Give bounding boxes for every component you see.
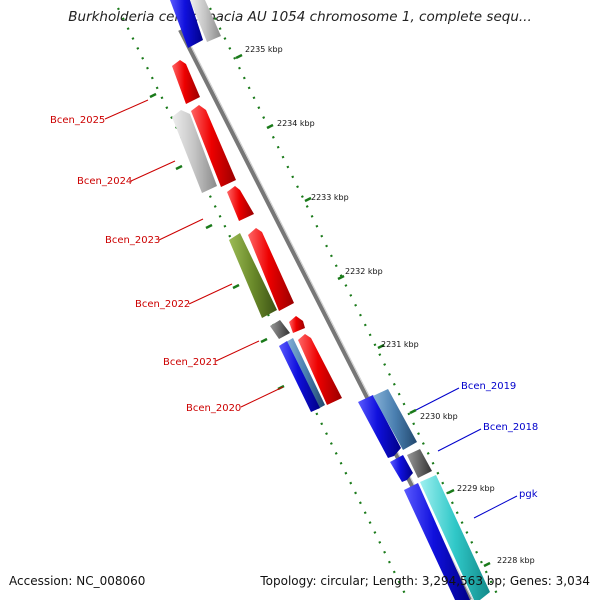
gene-bar-pgk-blue [404,483,470,600]
tick-label: 2228 kbp [497,556,535,565]
gene-label-bcen2022[interactable]: Bcen_2022 [135,299,190,310]
gene-label-pgk[interactable]: pgk [519,489,538,500]
gene-bar-bcen2018-dark [407,449,432,478]
gene-label-bcen2020[interactable]: Bcen_2020 [186,403,241,414]
gene-bar-bcen2021-red [289,316,305,333]
tick-label: 2235 kbp [245,45,283,54]
gene-bar-top-gray [190,0,221,42]
gene-bar-bcen2020-blue [279,341,320,412]
major-tick-marks [149,53,491,568]
gene-bar-bcen2019-blue [358,395,401,458]
gene-bar-bcen2022-red [248,228,294,311]
gene-bar-bcen2024-gray [172,110,217,193]
gene-labels: Bcen_2025 Bcen_2024 Bcen_2023 Bcen_2022 … [50,115,538,500]
tick-label: 2234 kbp [277,119,315,128]
tick-label: 2230 kbp [420,412,458,421]
forward-strand-genes [358,389,490,600]
gene-label-bcen2021[interactable]: Bcen_2021 [163,357,218,368]
dotted-guide-right [209,7,501,600]
gene-leader-lines [104,99,518,519]
reverse-strand-genes [170,0,342,412]
genome-stats-text: Topology: circular; Length: 3,294,563 bp… [260,574,590,588]
tick-label: 2229 kbp [457,484,495,493]
gene-bar-bcen2021-dark [270,320,290,339]
kbp-tick-labels: 2235 kbp 2234 kbp 2233 kbp 2232 kbp 2231… [245,45,535,565]
gene-bar-bcen2020-red [298,334,342,405]
gene-bar-bcen2018-blue [390,455,413,482]
gene-bar-bcen2019-steel [373,389,417,450]
gene-label-bcen2018[interactable]: Bcen_2018 [483,422,538,433]
tick-label: 2233 kbp [311,193,349,202]
gene-bar-top-blue [170,0,203,48]
gene-bar-bcen2025 [172,60,200,104]
gene-label-bcen2024[interactable]: Bcen_2024 [77,176,132,187]
gene-bar-bcen2020-steel [286,338,325,409]
gene-label-bcen2023[interactable]: Bcen_2023 [105,235,160,246]
accession-text: Accession: NC_008060 [9,574,146,588]
tick-label: 2232 kbp [345,267,383,276]
tick-label: 2231 kbp [381,340,419,349]
gene-bar-bcen2024-red [191,105,236,187]
gene-label-bcen2019[interactable]: Bcen_2019 [461,381,516,392]
gene-label-bcen2025[interactable]: Bcen_2025 [50,115,105,126]
gene-bar-bcen2022-olive [229,233,277,318]
gene-bar-bcen2023 [227,186,254,221]
gene-bar-pgk-cyan [420,475,490,600]
